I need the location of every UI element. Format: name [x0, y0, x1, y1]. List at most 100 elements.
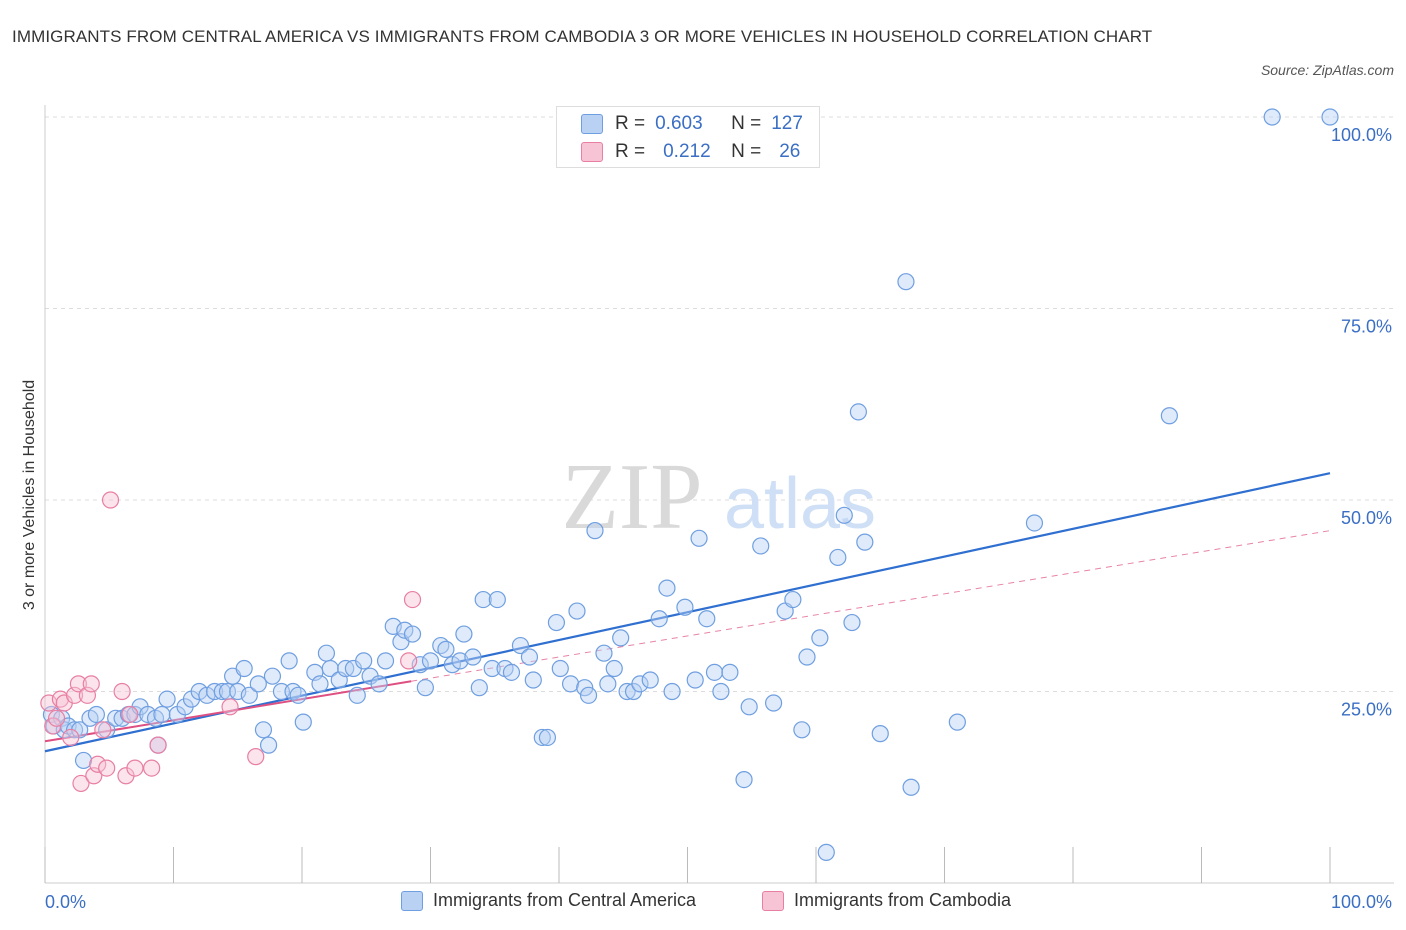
point-central-america — [705, 663, 724, 681]
trend-line-cambodia-dashed — [411, 530, 1331, 682]
point-central-america — [835, 506, 853, 524]
legend-item-central-america: Immigrants from Central America — [401, 890, 696, 911]
n-label: N = — [731, 113, 762, 134]
point-central-america — [698, 610, 716, 628]
point-central-america — [686, 671, 704, 689]
point-central-america — [348, 686, 366, 704]
point-central-america — [98, 721, 116, 739]
point-central-america — [1160, 407, 1178, 425]
watermark: ZIP atlas — [562, 445, 877, 549]
point-central-america — [618, 682, 636, 701]
watermark-zip: ZIP — [562, 445, 703, 549]
point-central-america — [249, 675, 267, 693]
point-central-america — [158, 690, 176, 708]
point-central-america — [856, 533, 874, 551]
point-central-america — [817, 843, 835, 861]
pink-swatch — [581, 142, 603, 162]
point-cambodia — [143, 759, 161, 777]
point-central-america — [631, 675, 649, 693]
point-central-america — [437, 640, 455, 658]
point-central-america — [948, 713, 966, 731]
point-central-america — [740, 698, 758, 716]
point-central-america — [595, 644, 613, 662]
point-central-america — [474, 590, 492, 609]
point-central-america — [483, 659, 501, 678]
point-central-america — [829, 548, 847, 567]
point-central-america — [735, 770, 753, 789]
blue-swatch — [581, 114, 603, 134]
n-value-cambodia: 26 — [779, 141, 801, 162]
x-tick-label: 0.0% — [45, 892, 86, 912]
legend-label-cambodia: Immigrants from Cambodia — [794, 890, 1012, 910]
point-central-america — [902, 778, 920, 796]
point-central-america — [538, 728, 557, 747]
point-central-america — [897, 273, 915, 291]
x-tick-label: 100.0% — [1331, 892, 1392, 912]
point-central-america — [464, 648, 482, 666]
point-cambodia — [89, 755, 107, 773]
stats-legend: R = 0.603 N = 127 R = 0.212 N = 26 — [556, 106, 820, 168]
point-central-america — [263, 667, 282, 685]
point-central-america — [1263, 108, 1281, 126]
point-cambodia — [101, 491, 120, 509]
n-value-central-america: 127 — [771, 113, 803, 134]
point-central-america — [355, 652, 373, 670]
point-central-america — [294, 713, 312, 731]
point-central-america — [1321, 108, 1339, 126]
pink-swatch — [762, 890, 784, 911]
point-central-america — [139, 705, 157, 724]
point-central-america — [403, 625, 422, 643]
point-central-america — [871, 725, 889, 743]
point-central-america — [650, 610, 668, 628]
point-cambodia — [69, 675, 88, 693]
legend-item-cambodia: Immigrants from Cambodia — [762, 890, 1011, 911]
point-cambodia — [149, 736, 167, 754]
trend-line-central-america — [44, 472, 1331, 753]
y-tick-label: 100.0% — [1331, 125, 1392, 145]
point-central-america — [451, 652, 469, 670]
r-value-cambodia: 0.212 — [663, 141, 711, 162]
point-central-america — [547, 613, 566, 632]
stats-legend-row-central-america: R = 0.603 N = 127 — [581, 112, 803, 136]
y-tick-label: 50.0% — [1341, 508, 1392, 528]
point-cambodia — [82, 675, 100, 693]
point-central-america — [396, 621, 414, 639]
point-central-america — [1025, 514, 1044, 532]
point-cambodia — [62, 728, 80, 747]
point-central-america — [599, 675, 617, 693]
point-central-america — [612, 629, 630, 647]
point-central-america — [520, 648, 539, 666]
point-central-america — [370, 675, 388, 693]
y-tick-label: 25.0% — [1341, 700, 1392, 720]
point-central-america — [259, 736, 278, 754]
point-central-america — [254, 721, 273, 739]
axes — [44, 105, 1394, 884]
point-central-america — [280, 652, 298, 670]
point-central-america — [289, 686, 307, 704]
point-cambodia — [121, 705, 139, 724]
point-central-america — [511, 636, 530, 655]
point-central-america — [849, 403, 868, 421]
point-central-america — [579, 686, 598, 704]
point-central-america — [502, 663, 521, 681]
point-central-america — [798, 648, 816, 666]
n-label: N = — [731, 141, 762, 162]
point-central-america — [793, 721, 811, 739]
point-central-america — [470, 679, 488, 697]
point-central-america — [568, 602, 586, 620]
point-central-america — [74, 751, 93, 770]
point-central-america — [533, 728, 551, 747]
point-central-america — [311, 675, 329, 693]
point-cambodia — [113, 682, 131, 701]
point-central-america — [421, 652, 440, 670]
source-label: Source: ZipAtlas.com — [1260, 62, 1394, 78]
point-central-america — [721, 663, 739, 681]
chart-title: IMMIGRANTS FROM CENTRAL AMERICA VS IMMIG… — [12, 27, 1153, 46]
point-central-america — [641, 671, 659, 689]
point-central-america — [235, 659, 253, 678]
r-label: R = — [615, 141, 646, 162]
point-central-america — [153, 705, 171, 724]
point-central-america — [784, 590, 802, 609]
point-cambodia — [47, 709, 66, 727]
